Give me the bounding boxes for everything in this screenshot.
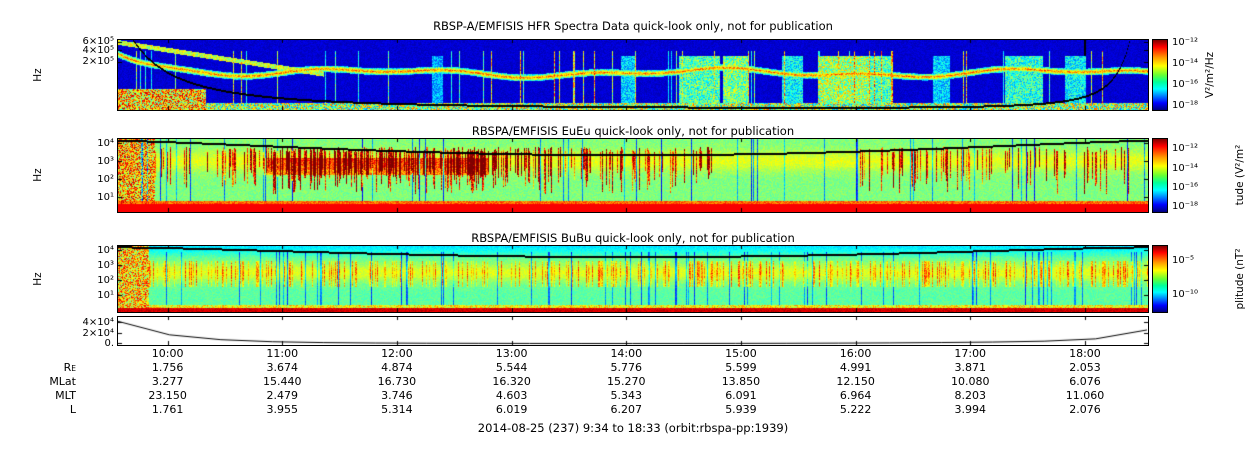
y-tick-label: 4×10⁵: [82, 44, 114, 56]
orbit-parameter-panel: [117, 316, 1149, 346]
eueu-colorbar: [1152, 138, 1168, 213]
bubu-colorbar: [1152, 245, 1168, 313]
y-tick-label: 10³: [97, 155, 114, 167]
y-axis-label-hfr: Hz: [32, 68, 44, 82]
ephemeris-value: 4.991: [839, 361, 872, 374]
time-tick-label: 11:00: [266, 347, 299, 360]
ephemeris-value: 3.277: [151, 375, 184, 388]
colorbar-tick-label: 10⁻¹⁶: [1172, 181, 1199, 193]
y-tick-label: 10³: [97, 259, 114, 271]
colorbar-tick-label: 10⁻¹⁰: [1172, 289, 1199, 301]
y-tick-label: 10²: [97, 274, 114, 286]
time-tick-label: 16:00: [839, 347, 872, 360]
ephemeris-value: 3.955: [266, 403, 299, 416]
ephemeris-value: 3.674: [266, 361, 299, 374]
ephemeris-value: 10.080: [950, 375, 990, 388]
ephemeris-value: 5.222: [839, 403, 872, 416]
colorbar-tick-label: 10⁻¹⁴: [1172, 58, 1199, 70]
colorbar-tick-label: 10⁻¹⁸: [1172, 100, 1199, 112]
ephemeris-value: 2.076: [1069, 403, 1101, 416]
eueu-spectrogram-panel: [117, 138, 1149, 213]
colorbar-tick-label: 10⁻⁵: [1172, 255, 1195, 267]
figure-caption: 2014-08-25 (237) 9:34 to 18:33 (orbit:rb…: [477, 421, 789, 435]
orbit-parameter-canvas: [118, 317, 1148, 345]
time-tick-label: 10:00: [151, 347, 184, 360]
panel-title-hfr: RBSP-A/EMFISIS HFR Spectra Data quick-lo…: [433, 19, 833, 33]
ephemeris-row-label: L: [69, 403, 76, 416]
hfr-spectrogram-canvas: [118, 40, 1148, 110]
eueu-spectrogram-canvas: [118, 139, 1148, 212]
ephemeris-value: 4.603: [495, 389, 528, 402]
ephemeris-row-label: MLT: [55, 389, 76, 402]
ephemeris-value: 2.479: [266, 389, 299, 402]
y-tick-label: 10⁴: [97, 137, 114, 149]
y-tick-label: 0.: [104, 337, 114, 349]
hfr-colorbar: [1152, 39, 1168, 111]
ephemeris-value: 2.053: [1069, 361, 1101, 374]
ephemeris-value: 16.320: [492, 375, 531, 388]
time-tick-label: 17:00: [954, 347, 987, 360]
colorbar-tick-label: 10⁻¹²: [1172, 142, 1199, 154]
ephemeris-value: 15.440: [263, 375, 302, 388]
ephemeris-value: 23.150: [148, 389, 187, 402]
panel-title-eueu: RBSPA/EMFISIS EuEu quick-look only, not …: [471, 124, 795, 138]
ephemeris-value: 5.314: [381, 403, 413, 416]
time-tick-label: 14:00: [610, 347, 643, 360]
ephemeris-row-label: MLat: [49, 375, 76, 388]
time-tick-label: 15:00: [725, 347, 757, 360]
y-axis-label-eueu: Hz: [32, 168, 44, 182]
colorbar-tick-label: 10⁻¹²: [1172, 37, 1199, 49]
ephemeris-value: 1.761: [151, 403, 184, 416]
bubu-spectrogram-canvas: [118, 246, 1148, 312]
ephemeris-value: 5.939: [725, 403, 757, 416]
hfr-spectrogram-panel: [117, 39, 1149, 111]
ephemeris-value: 6.091: [725, 389, 757, 402]
ephemeris-value: 13.850: [721, 375, 761, 388]
ephemeris-value: 3.746: [381, 389, 413, 402]
y-tick-label: 10¹: [97, 191, 114, 203]
time-tick-label: 13:00: [495, 347, 528, 360]
y-tick-label: 2×10⁴: [82, 327, 114, 339]
ephemeris-value: 5.343: [610, 389, 643, 402]
ephemeris-value: 11.060: [1065, 389, 1105, 402]
panel-title-bubu: RBSPA/EMFISIS BuBu quick-look only, not …: [471, 231, 795, 245]
y-tick-label: 6×10⁵: [82, 36, 114, 47]
y-tick-label: 10²: [97, 173, 114, 185]
ephemeris-value: 1.756: [151, 361, 184, 374]
bubu-colorbar-label: plitude (nT²: [1234, 248, 1246, 310]
colorbar-tick-label: 10⁻¹⁸: [1172, 201, 1199, 213]
ephemeris-value: 6.207: [610, 403, 643, 416]
y-tick-label: 2×10⁵: [82, 56, 114, 67]
ephemeris-value: 15.270: [607, 375, 646, 388]
bubu-spectrogram-panel: [117, 245, 1149, 313]
ephemeris-value: 5.776: [610, 361, 643, 374]
ephemeris-row-label: RE: [63, 361, 76, 374]
ephemeris-value: 6.019: [495, 403, 528, 416]
ephemeris-value: 16.730: [377, 375, 417, 388]
colorbar-tick-label: 10⁻¹⁴: [1172, 162, 1199, 174]
ephemeris-value: 8.203: [954, 389, 986, 402]
ephemeris-value: 3.871: [954, 361, 986, 374]
y-tick-label: 10¹: [97, 289, 114, 301]
ephemeris-value: 5.544: [495, 361, 528, 374]
ephemeris-value: 5.599: [725, 361, 757, 374]
eueu-colorbar-label: tude (V²/m²: [1234, 144, 1246, 206]
ephemeris-value: 6.964: [839, 389, 872, 402]
ephemeris-value: 6.076: [1069, 375, 1101, 388]
ephemeris-value: 4.874: [381, 361, 413, 374]
y-axis-label-bubu: Hz: [32, 272, 44, 286]
time-tick-label: 18:00: [1069, 347, 1101, 360]
ephemeris-value: 12.150: [836, 375, 875, 388]
time-tick-label: 12:00: [381, 347, 413, 360]
colorbar-tick-label: 10⁻¹⁶: [1172, 79, 1199, 91]
y-tick-label: 4×10⁴: [82, 316, 114, 328]
ephemeris-value: 3.994: [954, 403, 986, 416]
y-tick-label: 10⁴: [97, 244, 114, 256]
